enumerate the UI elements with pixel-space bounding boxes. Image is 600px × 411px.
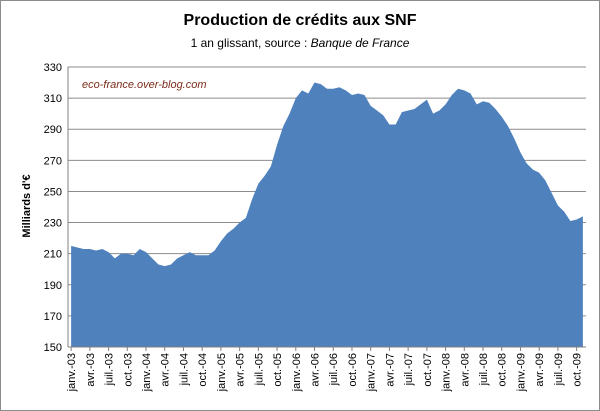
y-tick-label: 210 [44,249,62,261]
y-tick-label: 310 [44,93,62,105]
x-tick-label: oct.-05 [272,353,284,387]
x-tick-label: janv.-05 [216,353,228,392]
x-tick-label: oct.-07 [422,353,434,387]
y-tick-label: 270 [44,155,62,167]
chart-title: Production de crédits aux SNF [183,12,417,29]
x-tick-label: oct.-06 [347,353,359,387]
x-tick-label: avr.-03 [85,353,97,387]
area-series [71,82,583,347]
y-tick-label: 230 [44,218,62,230]
x-tick-label: avr.-05 [235,353,247,387]
y-tick-label: 190 [44,280,62,292]
x-tick-label: avr.-06 [310,353,322,387]
watermark-text: eco-france.over-blog.com [82,79,207,91]
y-axis-label: Milliards d'€ [21,174,33,237]
x-tick-label: janv.-09 [515,353,527,392]
subtitle-prefix: 1 an glissant, source : [190,36,311,50]
x-tick-label: juil.-09 [553,353,565,386]
axes [67,67,586,351]
x-tick-label: juil.-04 [178,353,190,386]
x-tick-label: janv.-03 [66,353,78,392]
y-tick-label: 290 [44,124,62,136]
x-tick-label: avr.-07 [384,353,396,387]
x-tick-label: janv.-04 [141,353,153,392]
x-tick-label: oct.-08 [497,353,509,387]
x-tick-label: juil.-05 [253,353,265,386]
x-tick-label: juil.-08 [478,353,490,386]
x-tick-label: oct.-03 [122,353,134,387]
x-tick-labels: janv.-03 avr.-03 juil.-03 oct.-03 janv.-04 av… [66,353,584,392]
x-tick-label: oct.-09 [572,353,584,387]
chart-subtitle: 1 an glissant, source : Banque de France [1,36,599,50]
x-tick-label: avr.-09 [534,353,546,387]
subtitle-source: Banque de France [310,36,410,50]
y-tick-label: 330 [44,62,62,74]
x-tick-label: avr.-04 [160,353,172,387]
x-tick-label: juil.-03 [104,353,116,386]
x-tick-label: oct.-04 [197,353,209,387]
y-tick-label: 170 [44,311,62,323]
x-tick-label: janv.-06 [291,353,303,392]
area-series-fill [71,82,583,347]
x-tick-label: janv.-07 [366,353,378,392]
x-tick-label: juil.-07 [403,353,415,386]
x-tick-label: avr.-08 [459,353,471,387]
y-tick-label: 250 [44,186,62,198]
y-tick-label: 150 [44,342,62,354]
x-tick-label: juil.-06 [328,353,340,386]
x-tick-label: janv.-08 [441,353,453,392]
y-tick-labels: 150 170 190 210 230 250 270 290 310 330 [44,62,62,354]
